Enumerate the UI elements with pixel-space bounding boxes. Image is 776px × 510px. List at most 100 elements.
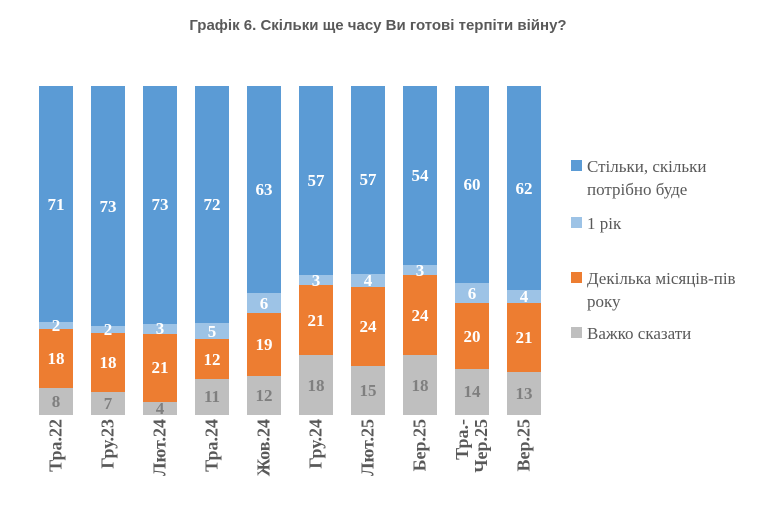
x-axis-label: Тра.22 bbox=[30, 419, 82, 510]
bar-segment: 6 bbox=[247, 293, 281, 314]
segment-value-label: 14 bbox=[463, 382, 481, 402]
legend-marker-icon bbox=[571, 160, 582, 171]
segment-value-label: 54 bbox=[411, 166, 429, 186]
bar-segment: 3 bbox=[143, 320, 177, 337]
legend-label: Стільки, скільки потрібно буде bbox=[587, 157, 707, 199]
x-axis-label: Вер.25 bbox=[498, 419, 550, 510]
bar-segment: 5 bbox=[195, 321, 229, 341]
legend-item: Стільки, скільки потрібно буде bbox=[571, 155, 759, 201]
segment-value-label: 6 bbox=[467, 283, 477, 303]
segment-value-label: 4 bbox=[155, 399, 165, 418]
segment-value-label: 7 bbox=[103, 393, 113, 413]
x-axis-label: Гру.23 bbox=[82, 419, 134, 510]
x-axis-label-text: Лют.25 bbox=[357, 419, 378, 476]
segment-value-label: 73 bbox=[151, 195, 169, 215]
x-axis-label: Лют.24 bbox=[134, 419, 186, 510]
bar-segment: 3 bbox=[299, 272, 333, 289]
segment-value-label: 3 bbox=[415, 260, 425, 280]
bar-segment: 71 bbox=[39, 86, 73, 322]
bar-segment: 62 bbox=[507, 86, 541, 290]
x-axis-label-text: Тра.22 bbox=[45, 419, 66, 472]
bar-segment: 20 bbox=[455, 303, 489, 369]
bar-segment: 8 bbox=[39, 388, 73, 415]
bar: 18 21 3 57 bbox=[299, 86, 333, 415]
chart-title: Графік 6. Скільки ще часу Ви готові терп… bbox=[189, 17, 567, 34]
bar-segment: 4 bbox=[351, 272, 385, 289]
bar-segment: 12 bbox=[195, 339, 229, 379]
legend-item: Декілька місяців-пів року bbox=[571, 267, 759, 313]
bar-segment: 18 bbox=[299, 355, 333, 415]
x-axis-label-text: Гру.23 bbox=[97, 419, 118, 469]
segment-value-label: 3 bbox=[155, 319, 165, 339]
legend-item: 1 рік bbox=[571, 212, 759, 235]
bar: 15 24 4 57 bbox=[351, 86, 385, 415]
bar-segment: 54 bbox=[403, 86, 437, 266]
segment-value-label: 21 bbox=[151, 358, 169, 378]
bar-segment: 11 bbox=[195, 378, 229, 415]
segment-value-label: 5 bbox=[207, 321, 217, 341]
segment-value-label: 4 bbox=[519, 287, 529, 307]
x-axis-label-text: Жов.24 bbox=[253, 419, 274, 477]
legend-marker-icon bbox=[571, 327, 582, 338]
segment-value-label: 62 bbox=[515, 178, 533, 198]
segment-value-label: 6 bbox=[259, 293, 269, 313]
bar-segment: 73 bbox=[91, 86, 125, 327]
legend-item: Важко сказати bbox=[571, 322, 759, 345]
bar-segment: 72 bbox=[195, 86, 229, 323]
segment-value-label: 11 bbox=[203, 387, 221, 407]
x-axis-label-text: Лют.24 bbox=[149, 419, 170, 476]
segment-value-label: 18 bbox=[307, 375, 325, 395]
legend-marker-icon bbox=[571, 217, 582, 228]
segment-value-label: 73 bbox=[99, 196, 117, 216]
segment-value-label: 72 bbox=[203, 194, 221, 214]
bar-segment: 14 bbox=[455, 368, 489, 415]
segment-value-label: 63 bbox=[255, 180, 273, 200]
x-axis: Тра.22 Гру.23 Лют.24 Тра.24 Жов.24 Гру.24 Лют.… bbox=[30, 419, 550, 510]
bar: 4 21 3 73 bbox=[143, 86, 177, 418]
segment-value-label: 21 bbox=[515, 328, 533, 348]
bar-segment: 2 bbox=[39, 317, 73, 334]
x-axis-label: Лют.25 bbox=[342, 419, 394, 510]
bar-segment: 21 bbox=[299, 285, 333, 356]
bar-segment: 24 bbox=[351, 286, 385, 366]
x-axis-label: Тра.- Чер.25 bbox=[446, 419, 498, 510]
bar-segment: 3 bbox=[403, 262, 437, 279]
bar-segment: 63 bbox=[247, 86, 281, 294]
bar-segment: 4 bbox=[143, 399, 177, 418]
segment-value-label: 12 bbox=[255, 385, 273, 405]
legend-marker-icon bbox=[571, 272, 582, 283]
segment-value-label: 24 bbox=[411, 305, 429, 325]
segment-value-label: 12 bbox=[203, 349, 221, 369]
segment-value-label: 3 bbox=[311, 270, 321, 290]
segment-value-label: 15 bbox=[359, 380, 377, 400]
bar: 8 18 2 71 bbox=[39, 86, 73, 415]
x-axis-label: Тра.24 bbox=[186, 419, 238, 510]
bar-segment: 18 bbox=[91, 332, 125, 392]
bar-segment: 18 bbox=[403, 355, 437, 415]
bar-segment: 21 bbox=[507, 303, 541, 373]
segment-value-label: 57 bbox=[307, 171, 325, 191]
bar: 13 21 4 62 bbox=[507, 86, 541, 415]
bar-segment: 57 bbox=[351, 86, 385, 274]
segment-value-label: 21 bbox=[307, 310, 325, 330]
segment-value-label: 18 bbox=[411, 375, 429, 395]
legend-label: Декілька місяців-пів року bbox=[587, 269, 736, 311]
bar-segment: 21 bbox=[143, 333, 177, 402]
segment-value-label: 24 bbox=[359, 316, 377, 336]
bar-segment: 18 bbox=[39, 328, 73, 389]
bar-segment: 15 bbox=[351, 365, 385, 415]
segment-value-label: 60 bbox=[463, 175, 481, 195]
bar-segment: 12 bbox=[247, 375, 281, 415]
plot-area: 8 18 2 71 7 18 2 73 4 21 3 73 11 12 5 72 12 19 6 63 18 21 3 57 1… bbox=[30, 86, 550, 418]
x-axis-label-text: Гру.24 bbox=[305, 419, 326, 469]
legend-label: Важко сказати bbox=[587, 324, 692, 343]
bar-segment: 7 bbox=[91, 391, 125, 415]
bar-segment: 73 bbox=[143, 86, 177, 324]
bar-segment: 2 bbox=[91, 321, 125, 338]
segment-value-label: 20 bbox=[463, 326, 481, 346]
bar: 7 18 2 73 bbox=[91, 86, 125, 415]
bar-segment: 57 bbox=[299, 86, 333, 276]
x-axis-label-text: Вер.25 bbox=[513, 419, 534, 472]
segment-value-label: 71 bbox=[47, 194, 65, 214]
